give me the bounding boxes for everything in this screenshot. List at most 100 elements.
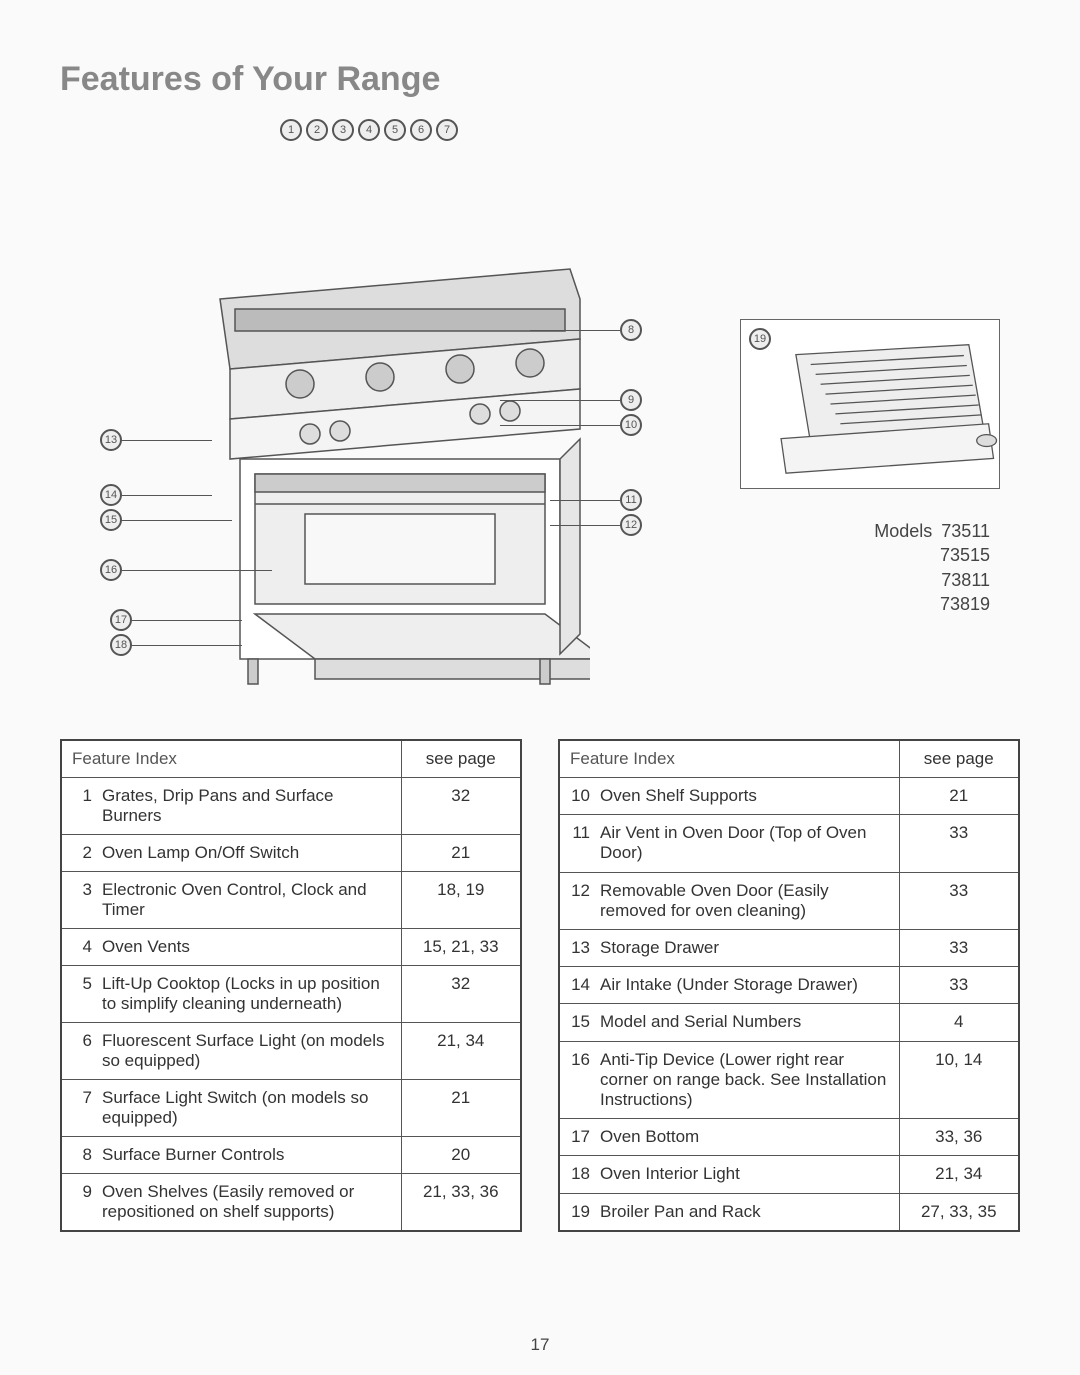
page-ref-cell: 32	[401, 778, 521, 835]
feature-cell: 17Oven Bottom	[559, 1119, 899, 1156]
feature-cell: 18 Oven Interior Light	[559, 1156, 899, 1193]
feature-label: Storage Drawer	[600, 938, 889, 958]
table-row: 16Anti-Tip Device (Lower right rear corn…	[559, 1041, 1019, 1119]
feature-label: Oven Shelf Supports	[600, 786, 889, 806]
leader	[132, 645, 242, 646]
page-ref-cell: 33	[899, 929, 1019, 966]
leader	[500, 400, 620, 401]
top-callouts: 1 2 3 4 5 6 7	[280, 119, 458, 141]
feature-label: Oven Interior Light	[600, 1164, 889, 1184]
table-row: 15Model and Serial Numbers4	[559, 1004, 1019, 1041]
model-number: 73515	[740, 543, 990, 567]
table-row: 14Air Intake (Under Storage Drawer)33	[559, 967, 1019, 1004]
table-row: 2Oven Lamp On/Off Switch21	[61, 835, 521, 872]
feature-number: 9	[72, 1182, 92, 1222]
page-ref-cell: 10, 14	[899, 1041, 1019, 1119]
feature-label: Grates, Drip Pans and Surface Burners	[102, 786, 391, 826]
diagram-row: 1 2 3 4 5 6 7	[60, 119, 1020, 699]
callout-17: 17	[110, 609, 132, 631]
page-number: 17	[531, 1335, 550, 1355]
feature-table-right: Feature Index see page 10Oven Shelf Supp…	[558, 739, 1020, 1232]
feature-cell: 1Grates, Drip Pans and Surface Burners	[61, 778, 401, 835]
page-ref-cell: 21, 34	[401, 1023, 521, 1080]
feature-label: Air Intake (Under Storage Drawer)	[600, 975, 889, 995]
feature-cell: 15Model and Serial Numbers	[559, 1004, 899, 1041]
feature-number: 18	[570, 1164, 590, 1184]
page-ref-cell: 20	[401, 1137, 521, 1174]
leader	[530, 330, 620, 331]
leader	[122, 570, 272, 571]
feature-number: 19	[570, 1202, 590, 1222]
feature-number: 8	[72, 1145, 92, 1165]
feature-number: 17	[570, 1127, 590, 1147]
leader	[500, 425, 620, 426]
callout-18: 18	[110, 634, 132, 656]
broiler-pan-diagram: 19	[740, 319, 1000, 489]
page-ref-cell: 33, 36	[899, 1119, 1019, 1156]
callout-12: 12	[620, 514, 642, 536]
leader	[550, 525, 620, 526]
callout-5: 5	[384, 119, 406, 141]
callout-3: 3	[332, 119, 354, 141]
feature-label: Model and Serial Numbers	[600, 1012, 889, 1032]
callout-7: 7	[436, 119, 458, 141]
feature-label: Oven Shelves (Easily removed or repositi…	[102, 1182, 391, 1222]
table-row: 5Lift-Up Cooktop (Locks in up position t…	[61, 966, 521, 1023]
feature-cell: 5Lift-Up Cooktop (Locks in up position t…	[61, 966, 401, 1023]
table-row: 18 Oven Interior Light 21, 34	[559, 1156, 1019, 1193]
page-ref-cell: 4	[899, 1004, 1019, 1041]
model-number: 73811	[740, 568, 990, 592]
page-ref-cell: 15, 21, 33	[401, 929, 521, 966]
feature-number: 5	[72, 974, 92, 1014]
callout-2: 2	[306, 119, 328, 141]
models-label: Models	[874, 519, 932, 543]
feature-number: 4	[72, 937, 92, 957]
main-range-diagram: 1 2 3 4 5 6 7	[60, 119, 680, 699]
header-feature: Feature Index	[61, 740, 401, 778]
page-ref-cell: 33	[899, 967, 1019, 1004]
feature-label: Oven Lamp On/Off Switch	[102, 843, 391, 863]
table-row: 9Oven Shelves (Easily removed or reposit…	[61, 1174, 521, 1232]
feature-number: 12	[570, 881, 590, 921]
models-list: Models 73511 73515 73811 73819	[740, 519, 1020, 616]
callout-10: 10	[620, 414, 642, 436]
leader	[122, 495, 212, 496]
feature-number: 2	[72, 843, 92, 863]
feature-cell: 3Electronic Oven Control, Clock and Time…	[61, 872, 401, 929]
table-row: 6Fluorescent Surface Light (on models so…	[61, 1023, 521, 1080]
table-row: 17Oven Bottom33, 36	[559, 1119, 1019, 1156]
page-ref-cell: 18, 19	[401, 872, 521, 929]
feature-cell: 19Broiler Pan and Rack	[559, 1193, 899, 1231]
feature-label: Electronic Oven Control, Clock and Timer	[102, 880, 391, 920]
table-row: 10Oven Shelf Supports21	[559, 778, 1019, 815]
callout-15: 15	[100, 509, 122, 531]
feature-cell: 14Air Intake (Under Storage Drawer)	[559, 967, 899, 1004]
feature-number: 16	[570, 1050, 590, 1110]
page-ref-cell: 27, 33, 35	[899, 1193, 1019, 1231]
table-row: 11Air Vent in Oven Door (Top of Oven Doo…	[559, 815, 1019, 872]
feature-number: 11	[570, 823, 590, 863]
range-illustration	[210, 239, 590, 679]
page-ref-cell: 21, 34	[899, 1156, 1019, 1193]
callout-11: 11	[620, 489, 642, 511]
feature-number: 6	[72, 1031, 92, 1071]
table-row: 8Surface Burner Controls20	[61, 1137, 521, 1174]
feature-label: Lift-Up Cooktop (Locks in up position to…	[102, 974, 391, 1014]
model-number: 73511	[941, 521, 990, 541]
table-row: 1Grates, Drip Pans and Surface Burners32	[61, 778, 521, 835]
feature-cell: 16Anti-Tip Device (Lower right rear corn…	[559, 1041, 899, 1119]
feature-label: Removable Oven Door (Easily removed for …	[600, 881, 889, 921]
feature-cell: 12Removable Oven Door (Easily removed fo…	[559, 872, 899, 929]
header-page: see page	[899, 740, 1019, 778]
page-ref-cell: 21	[899, 778, 1019, 815]
feature-table-left: Feature Index see page 1Grates, Drip Pan…	[60, 739, 522, 1232]
feature-number: 13	[570, 938, 590, 958]
side-column: 19 Models 73511 73515 73811	[740, 119, 1020, 699]
callout-16: 16	[100, 559, 122, 581]
feature-cell: 7Surface Light Switch (on models so equi…	[61, 1080, 401, 1137]
table-row: 4Oven Vents15, 21, 33	[61, 929, 521, 966]
feature-cell: 13 Storage Drawer	[559, 929, 899, 966]
page-ref-cell: 21	[401, 1080, 521, 1137]
table-row: 3Electronic Oven Control, Clock and Time…	[61, 872, 521, 929]
callout-8: 8	[620, 319, 642, 341]
